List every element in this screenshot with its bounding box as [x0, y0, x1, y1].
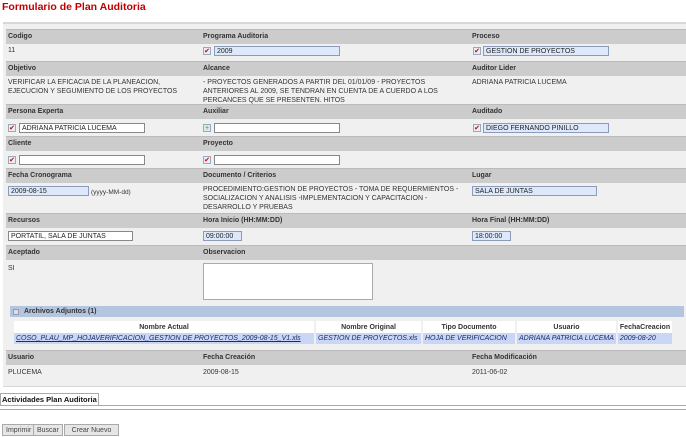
label-alcance: Alcance: [203, 65, 230, 72]
recursos-input[interactable]: PORTATIL, SALA DE JUNTAS: [8, 231, 133, 241]
lugar-input[interactable]: SALA DE JUNTAS: [472, 186, 597, 196]
col-nombre-original: Nombre Original: [316, 321, 421, 333]
label-objetivo: Objetivo: [8, 65, 37, 72]
cliente-checkbox[interactable]: ✔: [8, 156, 16, 164]
col-nombre-actual: Nombre Actual: [14, 321, 314, 333]
programa-checkbox[interactable]: ✔: [203, 47, 211, 55]
tab-actividades[interactable]: Actividades Plan Auditoria: [0, 393, 99, 405]
header-row: Persona Experta Auxiliar Auditado: [6, 104, 686, 119]
header-row: Aceptado Observacion: [6, 245, 686, 260]
label-hora-final: Hora Final (HH:MM:DD): [472, 217, 550, 224]
page-title: Formulario de Plan Auditoria: [2, 1, 146, 13]
proceso-checkbox[interactable]: ✔: [473, 47, 481, 55]
header-row: Recursos Hora Inicio (HH:MM:DD) Hora Fin…: [6, 213, 686, 228]
archivos-table: Nombre Actual Nombre Original Tipo Docum…: [12, 321, 674, 344]
cell-fecha-creacion: 2009-08-20: [617, 333, 673, 344]
file-link[interactable]: COSO_PLAU_MP_HOJAVERIFICACION_GESTION DE…: [14, 333, 314, 344]
proyecto-input[interactable]: [214, 155, 340, 165]
label-cliente: Cliente: [8, 140, 32, 147]
collapse-icon[interactable]: [13, 309, 19, 315]
label-fecha-modificacion: Fecha Modificación: [472, 354, 537, 361]
proyecto-checkbox[interactable]: ✔: [203, 156, 211, 164]
observacion-textarea[interactable]: [203, 263, 373, 300]
col-fecha-creacion: FechaCreacion: [617, 321, 673, 333]
cell-nombre-original: GESTION DE PROYECTOS.xls: [316, 333, 421, 344]
persona-experta-checkbox[interactable]: ✔: [8, 124, 16, 132]
cell-usuario: ADRIANA PATRICIA LUCEMA: [517, 333, 616, 344]
add-icon[interactable]: +: [203, 124, 211, 132]
label-aceptado: Aceptado: [8, 249, 40, 256]
label-auditado: Auditado: [472, 108, 503, 115]
label-proyecto: Proyecto: [203, 140, 233, 147]
label-fecha-cronograma: Fecha Cronograma: [8, 172, 72, 179]
fecha-creacion-value: 2009-08-15: [203, 369, 239, 376]
cell-tipo-documento: HOJA DE VERIFICACION: [423, 333, 515, 344]
programa-input[interactable]: 2009: [214, 46, 340, 56]
label-fecha-creacion: Fecha Creación: [203, 354, 256, 361]
col-usuario: Usuario: [517, 321, 616, 333]
cliente-input[interactable]: [19, 155, 145, 165]
label-persona-experta: Persona Experta: [8, 108, 64, 115]
table-row: COSO_PLAU_MP_HOJAVERIFICACION_GESTION DE…: [14, 333, 673, 344]
table-header: Nombre Actual Nombre Original Tipo Docum…: [14, 321, 673, 333]
label-lugar: Lugar: [472, 172, 492, 179]
label-proceso: Proceso: [472, 33, 500, 40]
auxiliar-input[interactable]: [214, 123, 340, 133]
header-row: Fecha Cronograma Documento / Criterios L…: [6, 168, 686, 183]
auditado-checkbox[interactable]: ✔: [473, 124, 481, 132]
label-auxiliar: Auxiliar: [203, 108, 229, 115]
buscar-button[interactable]: Buscar: [33, 424, 63, 436]
persona-experta-input[interactable]: ADRIANA PATRICIA LUCEMA: [19, 123, 145, 133]
crear-nuevo-button[interactable]: Crear Nuevo: [64, 424, 119, 436]
archivos-adjuntos-header[interactable]: Archivos Adjuntos (1): [10, 306, 684, 317]
proceso-input[interactable]: GESTION DE PROYECTOS: [483, 46, 609, 56]
fecha-modificacion-value: 2011-06-02: [472, 369, 508, 376]
label-auditor-lider: Auditor Lider: [472, 65, 516, 72]
label-programa: Programa Auditoria: [203, 33, 269, 40]
label-usuario: Usuario: [8, 354, 35, 361]
header-row: Objetivo Alcance Auditor Lider: [6, 61, 686, 76]
tab-divider: [0, 405, 686, 410]
documento-value: PROCEDIMIENTO:GESTION DE PROYECTOS - TOM…: [203, 186, 459, 211]
header-row: Usuario Fecha Creación Fecha Modificació…: [6, 350, 686, 365]
imprimir-button[interactable]: Imprimir: [2, 424, 36, 436]
auditado-input[interactable]: DIEGO FERNANDO PINILLO: [483, 123, 609, 133]
label-observacion: Observacion: [203, 249, 246, 256]
label-recursos: Recursos: [8, 217, 40, 224]
fecha-cronograma-input[interactable]: 2009-08-15: [8, 186, 89, 196]
col-tipo-documento: Tipo Documento: [423, 321, 515, 333]
aceptado-value: SI: [8, 265, 15, 272]
header-row: Codigo Programa Auditoria Proceso: [6, 29, 686, 44]
codigo-value: 11: [8, 47, 16, 54]
archivos-title: Archivos Adjuntos (1): [24, 308, 97, 315]
date-format-hint: (yyyy-MM-dd): [91, 189, 131, 196]
hora-final-input[interactable]: 18:00:00: [472, 231, 511, 241]
objetivo-value: VERIFICAR LA EFICACIA DE LA PLANEACION, …: [8, 79, 178, 95]
auditor-lider-value: ADRIANA PATRICIA LUCEMA: [472, 79, 567, 86]
label-hora-inicio: Hora Inicio (HH:MM:DD): [203, 217, 283, 224]
header-row: Cliente Proyecto: [6, 136, 686, 151]
usuario-value: PLUCEMA: [8, 369, 42, 376]
label-codigo: Codigo: [8, 33, 33, 40]
alcance-value: - PROYECTOS GENERADOS A PARTIR DEL 01/01…: [203, 79, 438, 104]
hora-inicio-input[interactable]: 09:00:00: [203, 231, 242, 241]
label-documento: Documento / Criterios: [203, 172, 277, 179]
